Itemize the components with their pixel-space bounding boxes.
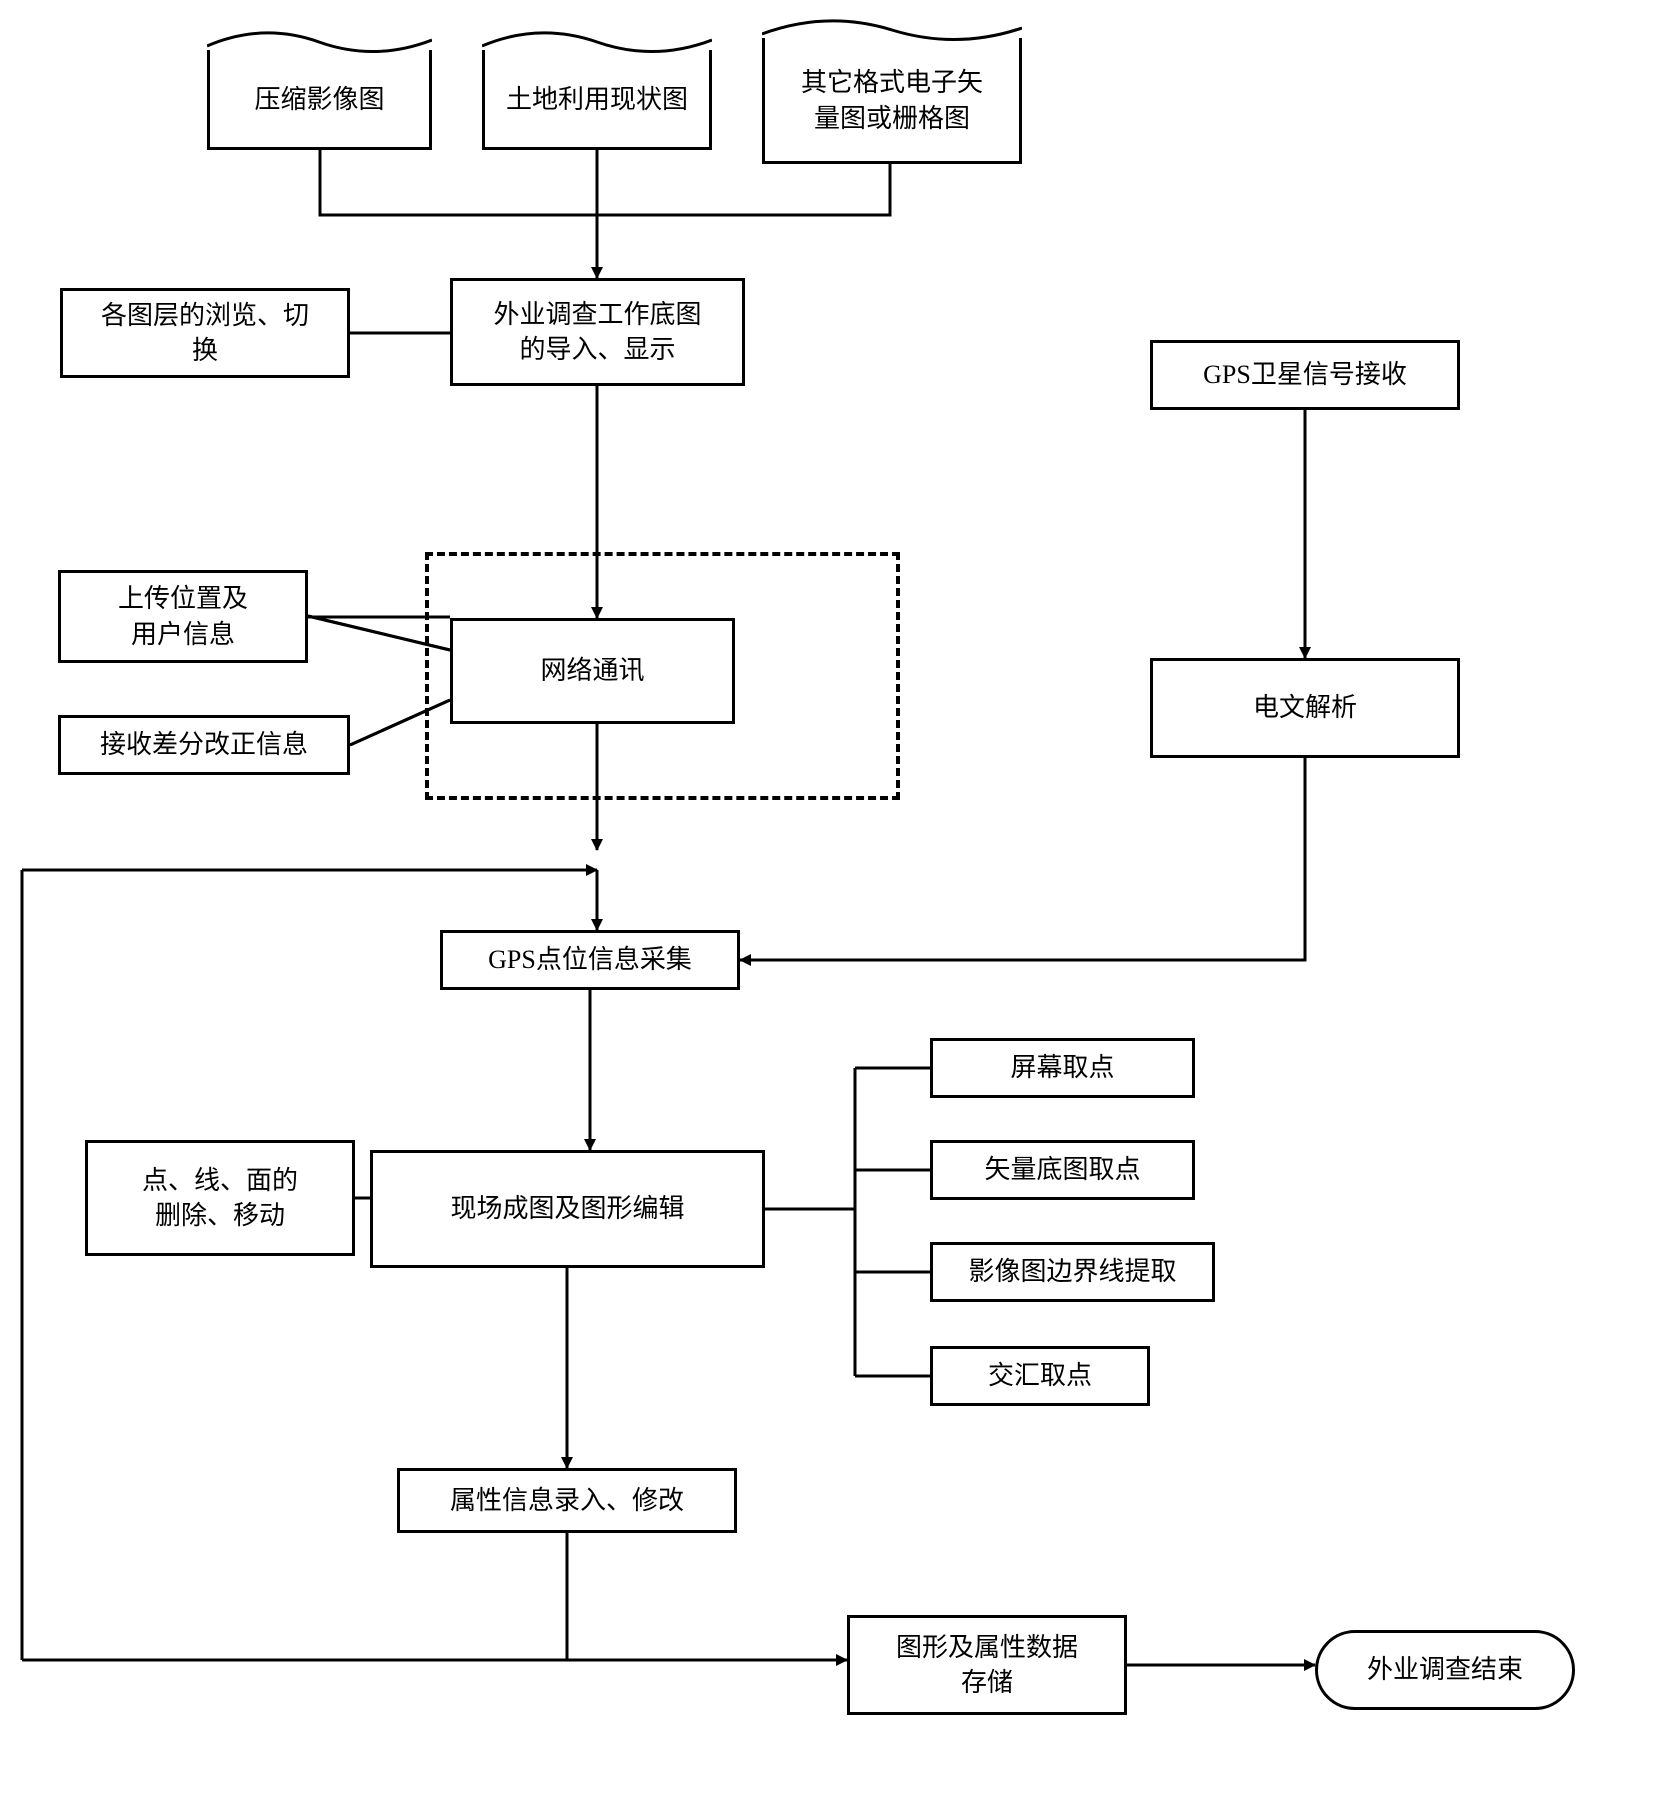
box-vector-base-point: 矢量底图取点 [930,1140,1195,1200]
box-screen-point-label: 屏幕取点 [1010,1050,1114,1085]
box-layer-browse: 各图层的浏览、切 换 [60,288,350,378]
box-gps-receive: GPS卫星信号接收 [1150,340,1460,410]
box-scene-map-edit-label: 现场成图及图形编辑 [450,1191,684,1226]
terminator-end: 外业调查结束 [1315,1630,1575,1710]
box-gps-collect: GPS点位信息采集 [440,930,740,990]
doc-compressed-image-label: 压缩影像图 [254,82,384,117]
doc-land-use-map-label: 土地利用现状图 [506,82,688,117]
box-upload-user: 上传位置及 用户信息 [58,570,308,663]
box-plp-edit: 点、线、面的 删除、移动 [85,1140,355,1256]
box-msg-parse-label: 电文解析 [1253,690,1357,725]
connectors-svg [0,0,1666,1807]
doc-compressed-image: 压缩影像图 [207,50,432,150]
box-image-boundary-label: 影像图边界线提取 [968,1254,1176,1289]
box-intersect-point: 交汇取点 [930,1346,1150,1406]
box-net-comm-label: 网络通讯 [540,653,644,688]
box-intersect-point-label: 交汇取点 [988,1358,1092,1393]
box-data-store-label: 图形及属性数据 存储 [896,1630,1078,1700]
box-basemap-import: 外业调查工作底图 的导入、显示 [450,278,745,386]
box-upload-user-label: 上传位置及 用户信息 [118,581,248,651]
box-gps-receive-label: GPS卫星信号接收 [1203,357,1407,392]
box-net-comm: 网络通讯 [450,618,735,724]
box-attr-input: 属性信息录入、修改 [397,1468,737,1533]
box-scene-map-edit: 现场成图及图形编辑 [370,1150,765,1268]
box-screen-point: 屏幕取点 [930,1038,1195,1098]
box-vector-base-point-label: 矢量底图取点 [984,1152,1140,1187]
doc-land-use-map: 土地利用现状图 [482,50,712,150]
terminator-end-label: 外业调查结束 [1367,1652,1523,1687]
box-recv-diff: 接收差分改正信息 [58,715,350,775]
box-msg-parse: 电文解析 [1150,658,1460,758]
box-plp-edit-label: 点、线、面的 删除、移动 [142,1163,298,1233]
box-gps-collect-label: GPS点位信息采集 [488,942,692,977]
box-recv-diff-label: 接收差分改正信息 [100,727,308,762]
doc-other-formats: 其它格式电子矢 量图或栅格图 [762,38,1022,164]
box-data-store: 图形及属性数据 存储 [847,1615,1127,1715]
box-attr-input-label: 属性信息录入、修改 [450,1483,684,1518]
doc-other-formats-label: 其它格式电子矢 量图或栅格图 [801,65,983,135]
box-image-boundary: 影像图边界线提取 [930,1242,1215,1302]
box-layer-browse-label: 各图层的浏览、切 换 [101,298,309,368]
box-basemap-import-label: 外业调查工作底图 的导入、显示 [493,297,701,367]
